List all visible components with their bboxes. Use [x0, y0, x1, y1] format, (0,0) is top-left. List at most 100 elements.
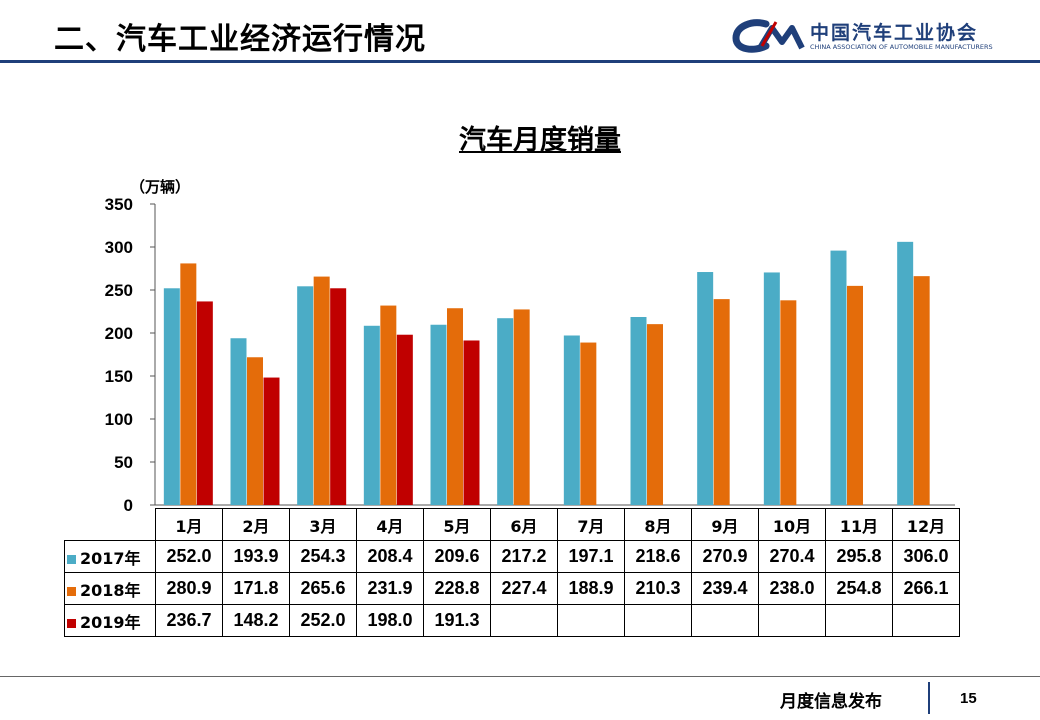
bar-2017年-4月: [363, 325, 380, 505]
data-label: 231.9: [356, 572, 424, 605]
data-label: [624, 604, 692, 637]
bar-2018年-4月: [380, 305, 397, 505]
data-label: 252.0: [155, 540, 223, 573]
data-label: 254.8: [825, 572, 893, 605]
legend-entry: 2018年: [64, 572, 156, 605]
table-row: 2019年 236.7 148.2 252.0 198.0 191.3: [64, 604, 960, 637]
bar-2017年-8月: [630, 317, 647, 505]
data-label: 236.7: [155, 604, 223, 637]
data-label: 238.0: [758, 572, 826, 605]
chart-title: 汽车月度销量: [459, 125, 621, 156]
data-label: 188.9: [557, 572, 625, 605]
x-tick-label: 7月: [557, 508, 625, 541]
bar-2019年-2月: [263, 377, 280, 505]
x-tick-label: 12月: [892, 508, 960, 541]
x-tick-label: 3月: [289, 508, 357, 541]
page-number: 15: [960, 690, 977, 707]
legend-swatch: [67, 586, 76, 596]
data-label: 265.6: [289, 572, 357, 605]
data-label: [557, 604, 625, 637]
x-tick-label: 1月: [155, 508, 223, 541]
data-label: [758, 604, 826, 637]
data-label: 171.8: [222, 572, 290, 605]
footer-divider: [0, 676, 1040, 677]
bar-2017年-5月: [430, 324, 447, 505]
bar-2018年-12月: [913, 276, 930, 505]
data-label: 280.9: [155, 572, 223, 605]
data-label: [691, 604, 759, 637]
data-label: 228.8: [423, 572, 491, 605]
data-label: 209.6: [423, 540, 491, 573]
data-label: [490, 604, 558, 637]
y-tick-label: 350: [105, 195, 133, 214]
y-tick-label: 200: [105, 324, 133, 343]
footer-separator: [928, 682, 930, 714]
bar-2017年-2月: [230, 338, 247, 505]
bar-2017年-7月: [563, 335, 580, 505]
bar-2019年-3月: [330, 288, 347, 505]
legend-label: 2017年: [80, 548, 141, 568]
legend-entry: 2017年: [64, 540, 156, 573]
y-tick-label: 0: [124, 496, 133, 515]
bar-2017年-11月: [830, 250, 847, 505]
x-tick-label: 4月: [356, 508, 424, 541]
data-label: 252.0: [289, 604, 357, 637]
y-tick-label: 250: [105, 281, 133, 300]
data-label: 306.0: [892, 540, 960, 573]
legend-label: 2019年: [80, 612, 141, 632]
y-axis-unit-label: （万辆）: [130, 178, 191, 196]
footer-text: 月度信息发布: [780, 692, 882, 712]
y-tick-label: 50: [114, 453, 133, 472]
data-label: [892, 604, 960, 637]
data-label: 217.2: [490, 540, 558, 573]
table-corner: [65, 509, 156, 541]
x-tick-label: 6月: [490, 508, 558, 541]
data-label: 193.9: [222, 540, 290, 573]
bar-2018年-10月: [780, 300, 797, 505]
x-tick-label: 8月: [624, 508, 692, 541]
legend-entry: 2019年: [64, 604, 156, 637]
data-label: 270.4: [758, 540, 826, 573]
bar-2017年-10月: [763, 272, 780, 505]
bar-2018年-3月: [313, 276, 330, 505]
table-row: 2018年 280.9 171.8 265.6 231.9 228.8 227.4 188.9…: [64, 572, 960, 605]
bar-2018年-7月: [580, 342, 597, 505]
y-tick-label: 100: [105, 410, 133, 429]
legend-swatch: [67, 618, 76, 628]
bar-2017年-3月: [297, 286, 314, 505]
bar-2019年-5月: [463, 340, 480, 505]
bar-2018年-11月: [847, 285, 863, 505]
data-label: [825, 604, 893, 637]
data-table: 1月 2月 3月 4月 5月 6月 7月 8月 9月 10月 11月 12月 2017年 252.0 193…: [64, 508, 960, 637]
data-label: 210.3: [624, 572, 692, 605]
bar-2018年-5月: [447, 308, 463, 505]
bar-2018年-8月: [647, 324, 663, 505]
data-label: 198.0: [356, 604, 424, 637]
data-label: 295.8: [825, 540, 893, 573]
data-label: 197.1: [557, 540, 625, 573]
bar-2018年-6月: [513, 309, 530, 505]
data-label: 191.3: [423, 604, 491, 637]
data-label: 254.3: [289, 540, 357, 573]
data-label: 266.1: [892, 572, 960, 605]
data-label: 227.4: [490, 572, 558, 605]
data-label: 208.4: [356, 540, 424, 573]
table-row: 2017年 252.0 193.9 254.3 208.4 209.6 217.2 197.1…: [64, 540, 960, 573]
x-tick-label: 9月: [691, 508, 759, 541]
x-tick-label: 5月: [423, 508, 491, 541]
page-title: 二、汽车工业经济运行情况: [54, 22, 426, 57]
data-label: 148.2: [222, 604, 290, 637]
caam-logo-icon: [732, 19, 805, 53]
bar-2019年-4月: [396, 334, 413, 505]
bar-2018年-2月: [247, 357, 263, 505]
data-label: 218.6: [624, 540, 692, 573]
y-tick-label: 150: [105, 367, 133, 386]
x-tick-label: 11月: [825, 508, 893, 541]
logo-text-en: CHINA ASSOCIATION OF AUTOMOBILE MANUFACT…: [810, 43, 993, 51]
data-label: 239.4: [691, 572, 759, 605]
bar-2019年-1月: [196, 301, 213, 505]
bar-2017年-1月: [163, 288, 180, 505]
bar-2017年-6月: [497, 318, 514, 505]
bar-2017年-12月: [897, 241, 914, 505]
